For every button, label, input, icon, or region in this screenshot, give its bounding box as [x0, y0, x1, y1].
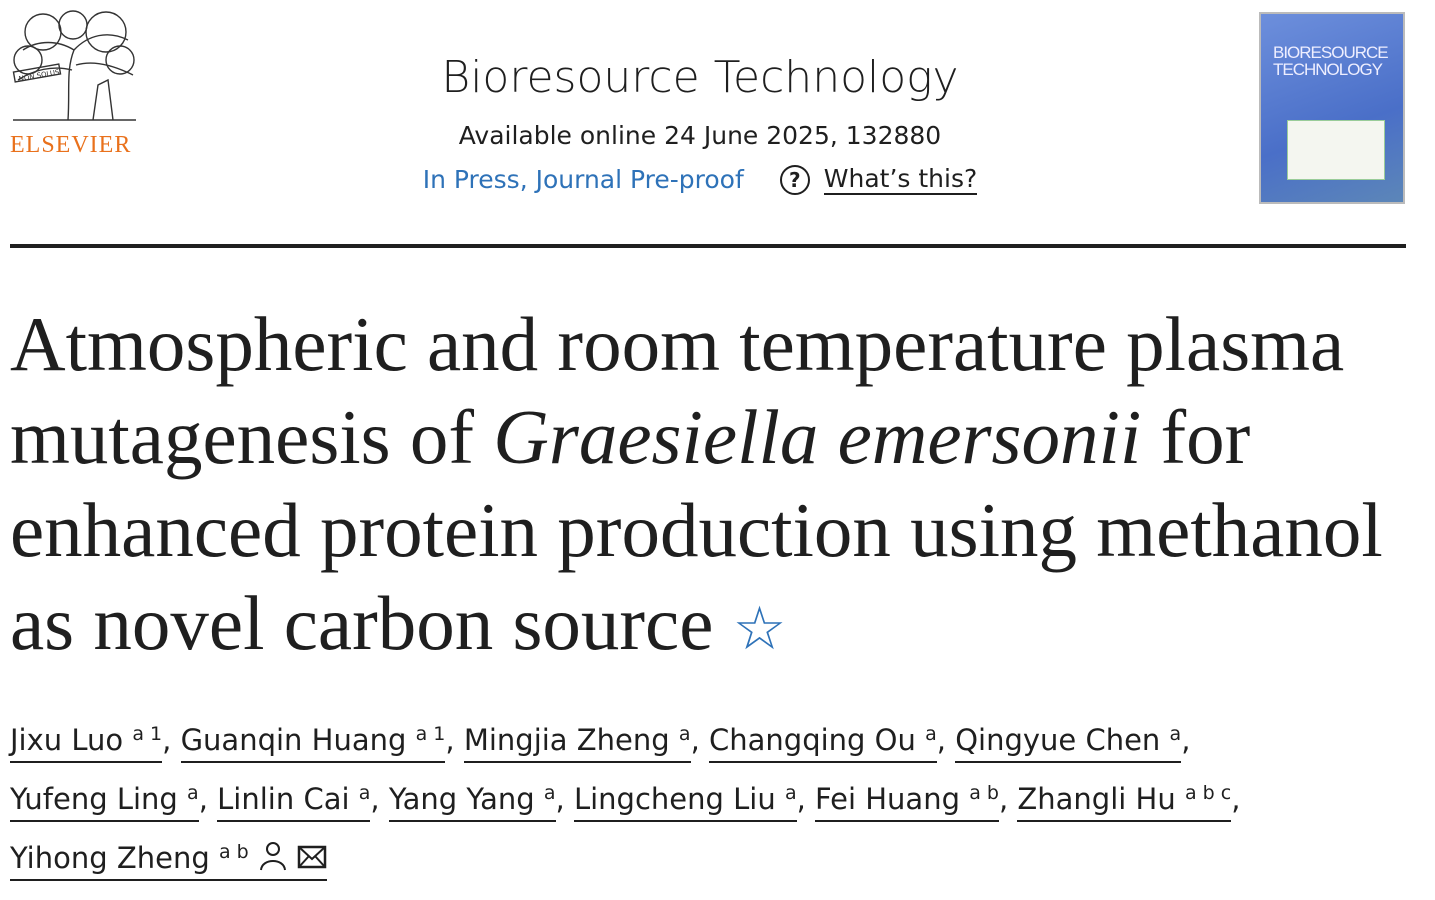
author-affiliation: a [1169, 723, 1182, 745]
elsevier-tree-emblem-icon: NON SOLUS [12, 10, 136, 121]
author-affiliation: a [543, 782, 556, 804]
article-title: Atmospheric and room temperature plasma … [10, 298, 1430, 676]
author-name: Guanqin Huang [180, 723, 407, 757]
author-link[interactable]: Yihong Zheng a b [10, 841, 328, 881]
author-link[interactable]: Zhangli Hu a b c [1017, 782, 1232, 822]
author-name: Qingyue Chen [955, 723, 1161, 757]
author-affiliation: a b [969, 782, 999, 804]
person-icon [249, 841, 288, 875]
author-name: Jixu Luo [10, 723, 124, 757]
author-link[interactable]: Yufeng Ling a [10, 782, 199, 822]
elsevier-wordmark: ELSEVIER [10, 132, 132, 158]
author-affiliation: a [925, 723, 937, 745]
author-affiliation: a 1 [415, 723, 446, 745]
author-link[interactable]: Qingyue Chen a [955, 723, 1182, 763]
star-footnote-icon[interactable]: ☆ [732, 596, 787, 662]
author-list: Jixu Luo a 1, Guanqin Huang a 1, Mingjia… [10, 708, 1410, 885]
author-link[interactable]: Mingjia Zheng a [463, 723, 691, 763]
author-affiliation: a [187, 782, 199, 804]
title-text: Atmospheric and room temperature plasma … [10, 301, 1345, 480]
author-name: Mingjia Zheng [463, 723, 670, 757]
author-link[interactable]: Fei Huang a b [815, 782, 999, 822]
author-affiliation: a [358, 782, 371, 804]
author-name: Changqing Ou [709, 723, 916, 757]
author-name: Lingcheng Liu [573, 782, 776, 816]
author-link[interactable]: Changqing Ou a [709, 723, 937, 763]
author-name: Zhangli Hu [1017, 782, 1176, 816]
author-affiliation: a b c [1184, 782, 1232, 804]
author-name: Fei Huang [815, 782, 960, 816]
elsevier-logo[interactable]: NON SOLUS ELSEVIER [8, 10, 140, 158]
author-name: Yufeng Ling [10, 782, 178, 816]
cover-title: BIORESOURCE TECHNOLOGY [1273, 43, 1389, 79]
title-species: Graesiella emersonii [493, 394, 1142, 480]
title-text-end: for enhanced protein production using me… [10, 394, 1383, 666]
author-affiliation: a [678, 723, 691, 745]
availability-date: Available online 24 June 2025, 132880 [458, 121, 942, 150]
author-affiliation: a b [218, 841, 249, 863]
journal-cover-image[interactable]: BIORESOURCE TECHNOLOGY [1259, 12, 1405, 204]
author-affiliation: a [784, 782, 797, 804]
whats-this-button[interactable]: ? What’s this? [779, 164, 978, 195]
cover-graphic [1287, 120, 1385, 180]
author-link[interactable]: Linlin Cai a [217, 782, 371, 822]
author-link[interactable]: Lingcheng Liu a [573, 782, 797, 822]
question-circle-icon: ? [779, 164, 810, 195]
whats-this-label: What’s this? [823, 164, 978, 195]
author-name: Linlin Cai [217, 782, 350, 816]
author-affiliation: a 1 [132, 723, 163, 745]
author-link[interactable]: Jixu Luo a 1 [10, 723, 163, 763]
header-divider [10, 244, 1406, 248]
author-link[interactable]: Yang Yang a [388, 782, 556, 822]
envelope-icon[interactable] [288, 841, 327, 875]
author-name: Yang Yang [388, 782, 535, 816]
in-press-status: In Press, Journal Pre-proof [422, 165, 744, 194]
author-name: Yihong Zheng [10, 841, 210, 875]
author-link[interactable]: Guanqin Huang a 1 [180, 723, 446, 763]
journal-title[interactable]: Bioresource Technology [441, 52, 959, 103]
